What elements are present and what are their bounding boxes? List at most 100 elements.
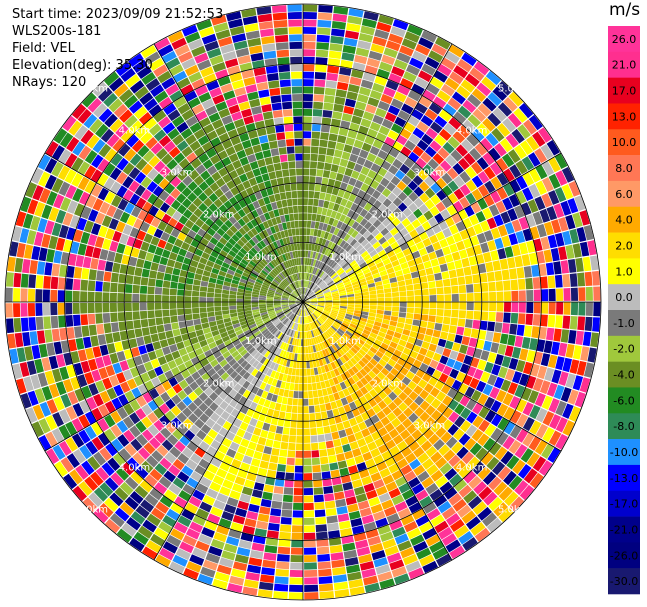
velocity-cell: [209, 237, 219, 246]
velocity-cell: [260, 406, 269, 415]
velocity-cell: [374, 29, 390, 40]
velocity-cell: [164, 224, 174, 235]
velocity-cell: [236, 94, 249, 104]
velocity-cell: [329, 314, 337, 319]
velocity-cell: [283, 318, 289, 325]
velocity-cell: [268, 272, 276, 279]
velocity-cell: [256, 354, 264, 362]
velocity-cell: [408, 476, 421, 489]
velocity-cell: [383, 396, 393, 406]
velocity-cell: [362, 298, 370, 302]
velocity-cell: [447, 136, 460, 149]
velocity-cell: [342, 443, 352, 453]
velocity-cell: [347, 385, 355, 395]
velocity-cell: [102, 302, 110, 313]
velocity-cell: [378, 331, 386, 338]
velocity-cell: [339, 260, 347, 267]
velocity-cell: [272, 280, 279, 286]
velocity-cell: [214, 293, 222, 298]
velocity-cell: [172, 477, 186, 489]
velocity-cell: [303, 383, 308, 391]
velocity-cell: [356, 461, 367, 472]
velocity-cell: [323, 162, 332, 171]
velocity-cell: [351, 262, 359, 270]
velocity-cell: [411, 375, 422, 385]
velocity-cell: [319, 253, 324, 262]
velocity-cell: [281, 271, 287, 278]
velocity-cell: [250, 458, 261, 467]
velocity-cell: [325, 304, 333, 307]
velocity-cell: [242, 380, 251, 389]
velocity-cell: [311, 213, 317, 222]
range-ring-label: 5.0km: [498, 83, 529, 94]
velocity-cell: [361, 311, 369, 316]
velocity-cell: [425, 83, 440, 96]
velocity-cell: [363, 575, 379, 586]
velocity-cell: [271, 447, 280, 456]
velocity-cell: [320, 184, 328, 193]
velocity-cell: [347, 503, 359, 513]
velocity-cell: [291, 191, 298, 199]
velocity-cell: [269, 140, 278, 149]
velocity-cell: [303, 64, 315, 72]
velocity-cell: [246, 408, 255, 418]
velocity-cell: [258, 302, 266, 305]
velocity-cell: [303, 4, 318, 12]
velocity-cell: [164, 195, 176, 206]
velocity-cell: [452, 162, 465, 175]
velocity-cell: [477, 263, 487, 274]
velocity-cell: [541, 177, 554, 192]
velocity-cell: [176, 170, 188, 181]
velocity-cell: [228, 346, 237, 355]
velocity-cell: [393, 451, 405, 463]
velocity-cell: [353, 108, 365, 118]
velocity-cell: [264, 156, 273, 166]
velocity-cell: [124, 202, 135, 215]
velocity-cell: [200, 237, 210, 247]
velocity-cell: [500, 450, 514, 465]
velocity-cell: [311, 375, 316, 383]
velocity-cell: [275, 380, 282, 388]
velocity-cell: [340, 302, 348, 305]
velocity-cell: [240, 275, 249, 281]
velocity-cell: [234, 326, 242, 333]
velocity-cell: [326, 319, 333, 325]
velocity-cell: [444, 294, 452, 302]
velocity-cell: [199, 413, 210, 424]
velocity-cell: [271, 217, 278, 226]
velocity-cell: [398, 402, 408, 412]
velocity-cell: [483, 491, 498, 506]
velocity-cell: [420, 282, 429, 290]
velocity-cell: [266, 333, 274, 341]
velocity-cell: [438, 128, 452, 141]
velocity-cell: [285, 138, 295, 147]
velocity-cell: [401, 446, 413, 458]
velocity-cell: [303, 257, 306, 265]
velocity-cell: [181, 354, 191, 363]
range-ring-label: 3.0km: [161, 420, 192, 431]
range-ring-label: 1.0km: [329, 336, 360, 347]
velocity-cell: [315, 290, 322, 295]
velocity-cell: [231, 483, 244, 493]
velocity-cell: [324, 321, 331, 328]
velocity-cell: [313, 267, 318, 275]
velocity-cell: [213, 531, 228, 543]
velocity-cell: [309, 176, 316, 184]
velocity-cell: [412, 175, 424, 186]
velocity-cell: [476, 232, 487, 244]
velocity-cell: [290, 71, 303, 79]
velocity-cell: [294, 146, 303, 154]
elevation-label: Elevation(deg): 35.30: [12, 58, 153, 73]
velocity-cell: [384, 111, 397, 123]
velocity-cell: [358, 199, 368, 209]
velocity-cell: [169, 302, 177, 309]
velocity-cell: [288, 329, 293, 337]
velocity-cell: [417, 214, 428, 225]
velocity-cell: [258, 223, 266, 232]
velocity-cell: [242, 389, 251, 399]
velocity-cell: [68, 339, 78, 352]
velocity-cell: [355, 47, 370, 58]
velocity-cell: [286, 198, 293, 207]
velocity-cell: [317, 303, 325, 306]
velocity-cell: [444, 216, 455, 227]
